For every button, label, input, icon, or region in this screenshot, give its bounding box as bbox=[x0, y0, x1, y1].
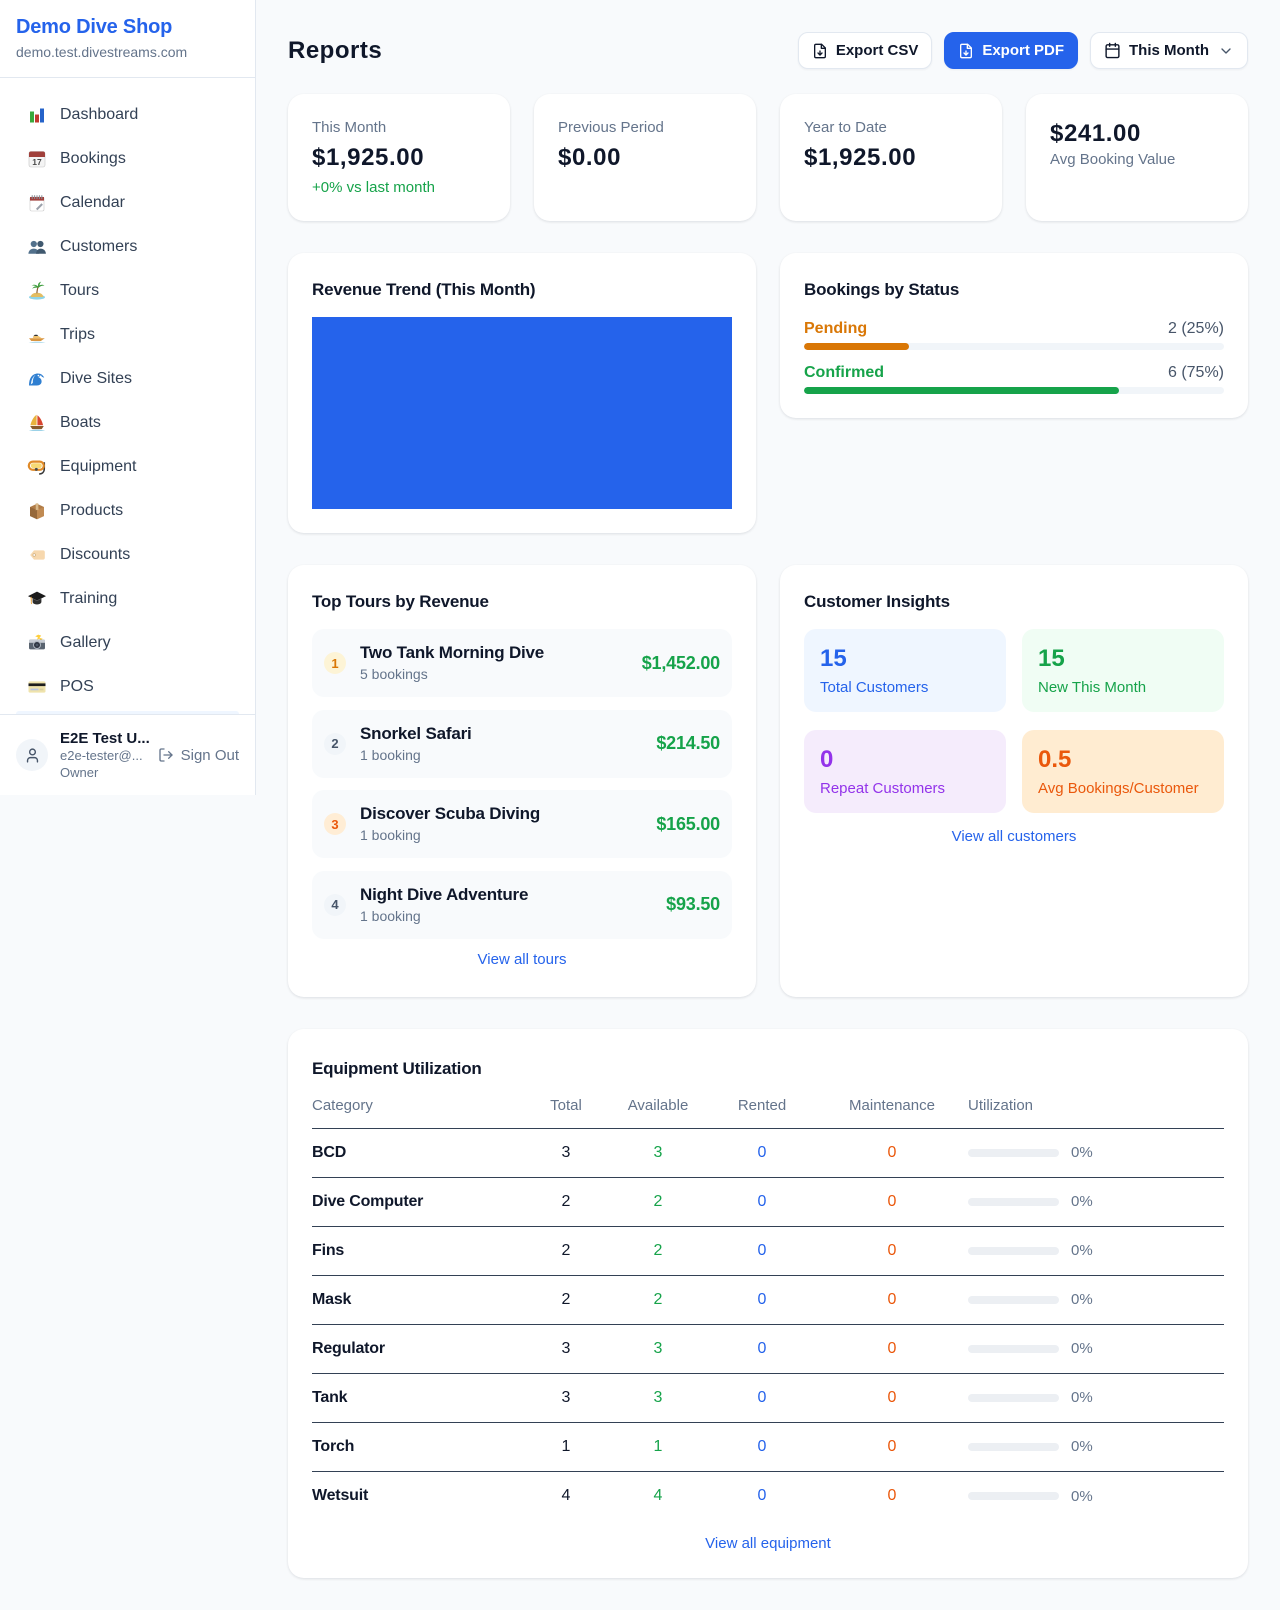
svg-text:17: 17 bbox=[32, 157, 42, 167]
